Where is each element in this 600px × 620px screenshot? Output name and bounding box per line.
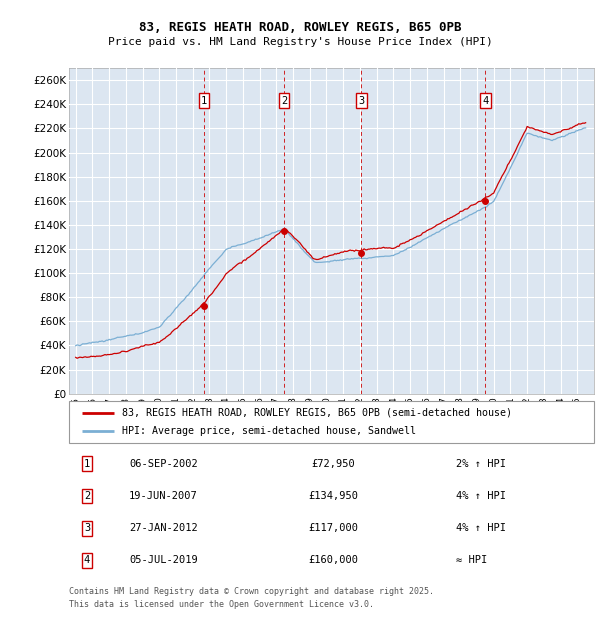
Text: 05-JUL-2019: 05-JUL-2019 (129, 556, 198, 565)
Text: 2: 2 (281, 95, 287, 106)
Text: 2: 2 (84, 491, 90, 501)
Text: 1: 1 (84, 459, 90, 469)
Text: Price paid vs. HM Land Registry's House Price Index (HPI): Price paid vs. HM Land Registry's House … (107, 37, 493, 47)
Text: £72,950: £72,950 (311, 459, 355, 469)
Text: 4% ↑ HPI: 4% ↑ HPI (456, 491, 506, 501)
Text: ≈ HPI: ≈ HPI (456, 556, 487, 565)
Text: 83, REGIS HEATH ROAD, ROWLEY REGIS, B65 0PB: 83, REGIS HEATH ROAD, ROWLEY REGIS, B65 … (139, 22, 461, 34)
Text: 1: 1 (201, 95, 207, 106)
Text: 19-JUN-2007: 19-JUN-2007 (129, 491, 198, 501)
Text: 4: 4 (84, 556, 90, 565)
Text: HPI: Average price, semi-detached house, Sandwell: HPI: Average price, semi-detached house,… (121, 427, 415, 436)
Text: 83, REGIS HEATH ROAD, ROWLEY REGIS, B65 0PB (semi-detached house): 83, REGIS HEATH ROAD, ROWLEY REGIS, B65 … (121, 408, 511, 418)
Text: 3: 3 (84, 523, 90, 533)
FancyBboxPatch shape (69, 401, 594, 443)
Text: Contains HM Land Registry data © Crown copyright and database right 2025.
This d: Contains HM Land Registry data © Crown c… (69, 587, 434, 609)
Text: 2% ↑ HPI: 2% ↑ HPI (456, 459, 506, 469)
Text: 3: 3 (358, 95, 364, 106)
Text: £134,950: £134,950 (308, 491, 358, 501)
Text: 06-SEP-2002: 06-SEP-2002 (129, 459, 198, 469)
Text: 4: 4 (482, 95, 488, 106)
Text: £117,000: £117,000 (308, 523, 358, 533)
Text: £160,000: £160,000 (308, 556, 358, 565)
Text: 27-JAN-2012: 27-JAN-2012 (129, 523, 198, 533)
Text: 4% ↑ HPI: 4% ↑ HPI (456, 523, 506, 533)
